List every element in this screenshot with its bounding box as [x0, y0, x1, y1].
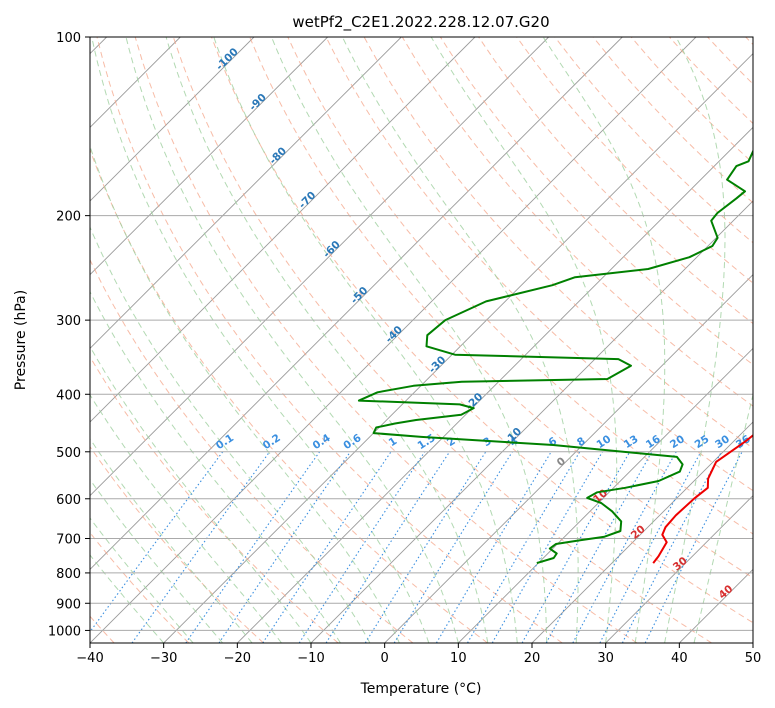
- y-tick-label: 700: [56, 533, 81, 548]
- dry-adiabat-line: [287, 37, 753, 535]
- mixing-ratio-line: [435, 451, 552, 643]
- isotherm-line: [90, 37, 402, 349]
- y-tick-label: 1000: [48, 624, 81, 639]
- moist-adiabat-line: [90, 478, 223, 643]
- dry-adiabat-line: [516, 37, 753, 284]
- mixing-ratio-line: [185, 451, 321, 643]
- x-tick-label: −30: [150, 651, 177, 666]
- isotherm-line: [90, 37, 549, 497]
- dry-adiabat-line: [134, 37, 638, 643]
- dry-adiabat-line: [90, 258, 414, 643]
- y-tick-label: 600: [56, 493, 81, 508]
- mixing-ratio-line: [131, 451, 271, 643]
- x-tick-label: −20: [224, 651, 251, 666]
- x-tick-label: −10: [297, 651, 324, 666]
- x-axis-label: Temperature (°C): [360, 681, 482, 697]
- isotherm-line: [90, 37, 328, 276]
- x-tick-label: 30: [597, 651, 614, 666]
- y-tick-label: 800: [56, 567, 81, 582]
- x-tick-label: 10: [450, 651, 467, 666]
- y-axis-ticks: 100 200 300 400 500 600 700 800 900 1000: [48, 31, 90, 639]
- y-tick-label: 100: [56, 31, 81, 46]
- moist-adiabat-line: [542, 37, 666, 643]
- mixing-ratio-line: [599, 451, 702, 643]
- mixing-ratio-line: [218, 451, 351, 643]
- y-tick-label: 500: [56, 446, 81, 461]
- guide-lines: [90, 37, 753, 643]
- isotherm-line: [90, 37, 476, 423]
- dry-adiabat-line: [172, 37, 712, 643]
- mixing-ratio-line: [325, 451, 451, 643]
- dry-adiabat-line: [96, 37, 563, 643]
- dewpoint-line: [357, 149, 753, 565]
- dry-adiabat-line: [90, 355, 339, 643]
- isotherm-line: [605, 495, 753, 643]
- mixing-ratio-line: [298, 451, 426, 643]
- mixing-ratio-line: [644, 451, 743, 643]
- isotherm-line: [531, 421, 753, 643]
- y-axis-label: Pressure (hPa): [13, 290, 29, 390]
- isotherm-line: [237, 126, 753, 643]
- moist-adiabat-line: [90, 226, 371, 643]
- moist-adiabat-line: [664, 37, 726, 643]
- moist-adiabat-line: [341, 37, 579, 643]
- moist-adiabat-line: [91, 37, 430, 643]
- moist-adiabat-line: [90, 290, 341, 643]
- y-tick-label: 200: [56, 210, 81, 225]
- mixing-ratio-line: [521, 451, 631, 643]
- y-tick-label: 900: [56, 597, 81, 612]
- dry-adiabat-line: [325, 37, 753, 492]
- isotherm-line: [384, 274, 753, 643]
- moist-adiabat-line: [165, 37, 489, 643]
- x-tick-label: 50: [745, 651, 762, 666]
- plot-frame: [89, 36, 754, 644]
- mixing-ratio-line: [364, 451, 487, 643]
- y-tick-label: 400: [56, 388, 81, 403]
- moist-adiabat-line: [90, 345, 312, 643]
- isotherm-line: [90, 37, 697, 643]
- mixing-ratio-line: [90, 451, 224, 633]
- moist-adiabat-line: [90, 437, 253, 643]
- y-tick-label: 300: [56, 314, 81, 329]
- mixing-ratio-line: [545, 451, 653, 643]
- x-tick-label: 0: [381, 651, 389, 666]
- dry-adiabat-line: [211, 37, 753, 624]
- dry-adiabat-line: [90, 445, 264, 643]
- mixing-ratio-line: [262, 451, 392, 643]
- moist-adiabat-line: [693, 392, 753, 643]
- moist-adiabat-line: [90, 517, 194, 643]
- moist-adiabat-line: [430, 37, 618, 643]
- isotherm-line: [458, 347, 753, 643]
- x-axis-ticks: −40 −30 −20 −10 0 10 20 30 40 50: [76, 643, 761, 666]
- x-tick-label: −40: [76, 651, 103, 666]
- moist-adiabat-line: [90, 393, 282, 643]
- chart-title: wetPf2_C2E1.2022.228.12.07.G20: [292, 13, 549, 32]
- moist-adiabat-line: [125, 37, 459, 643]
- temperature-line: [652, 434, 753, 564]
- mixing-ratio-line: [572, 451, 677, 643]
- isotherm-line: [90, 37, 255, 202]
- x-tick-label: 20: [524, 651, 541, 666]
- moist-adiabat-line: [90, 144, 400, 643]
- x-tick-label: 40: [671, 651, 688, 666]
- pressure-gridlines: [90, 37, 753, 631]
- moist-adiabat-line: [90, 554, 165, 643]
- moist-adiabat-line: [213, 37, 518, 643]
- sounding-series: [357, 149, 753, 565]
- isotherm-line: [163, 53, 753, 643]
- isotherm-line: [90, 37, 623, 570]
